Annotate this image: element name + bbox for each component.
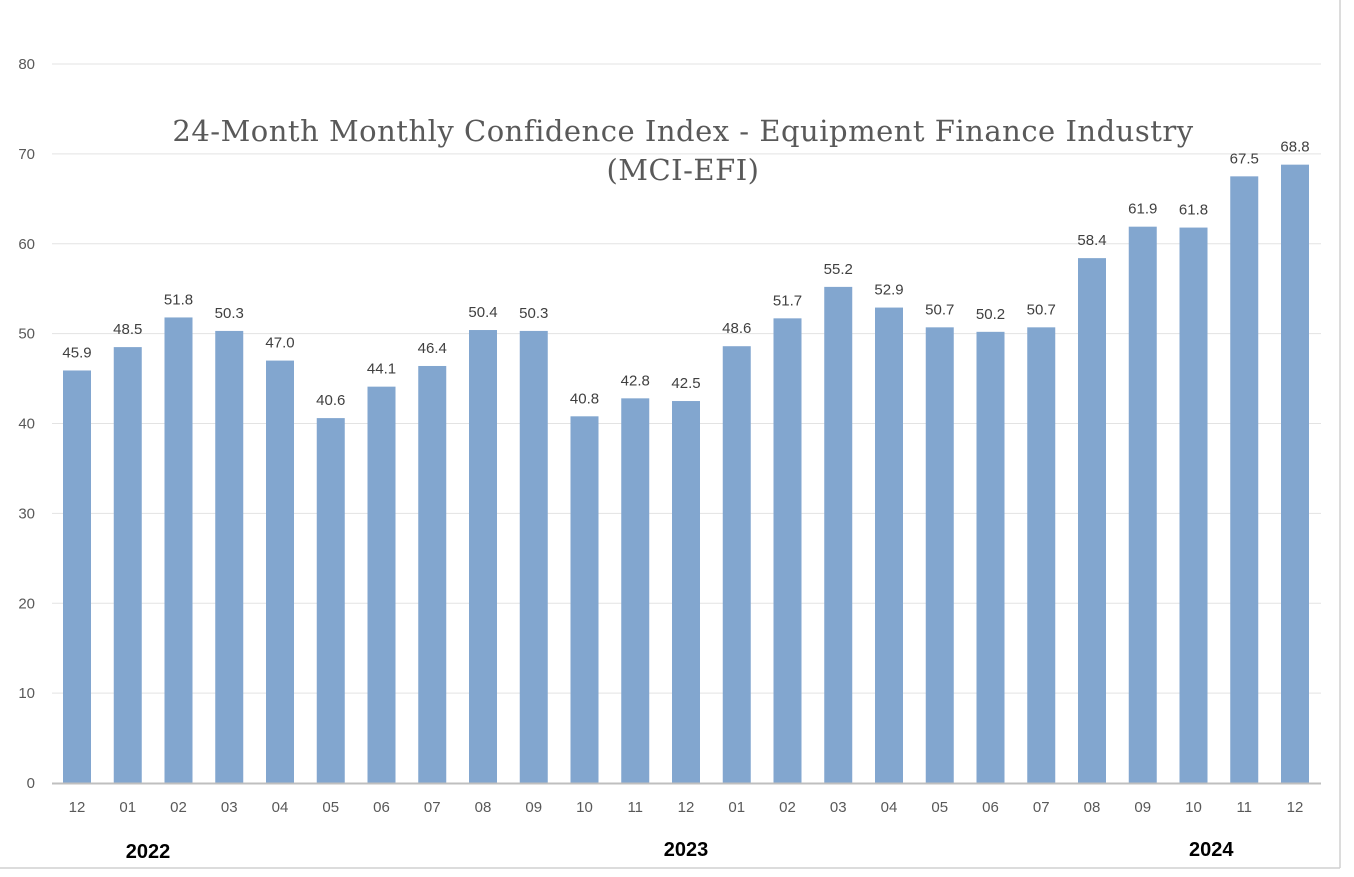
- data-label: 50.7: [1027, 301, 1056, 318]
- x-tick-label: 06: [982, 799, 999, 816]
- bar-11: [621, 398, 650, 783]
- bar-4: [266, 360, 294, 783]
- data-label: 48.5: [113, 321, 142, 338]
- bar-2: [164, 317, 193, 783]
- data-label: 50.7: [925, 301, 954, 318]
- y-tick-label: 10: [18, 685, 35, 702]
- data-label: 42.5: [671, 375, 700, 392]
- data-label: 51.8: [164, 291, 193, 308]
- x-tick-label: 04: [272, 799, 289, 816]
- bar-18: [976, 331, 1005, 783]
- x-tick-label: 12: [1287, 799, 1304, 816]
- x-tick-label: 06: [373, 799, 390, 816]
- x-tick-label: 10: [1185, 799, 1202, 816]
- x-tick-label: 04: [881, 799, 898, 816]
- data-label: 52.9: [874, 282, 903, 299]
- x-tick-label: 01: [728, 799, 745, 816]
- data-label: 46.4: [418, 340, 447, 357]
- bar-19: [1027, 327, 1056, 783]
- bar-24: [1281, 164, 1309, 783]
- bar-15: [824, 286, 853, 783]
- x-tick-label: 08: [1084, 799, 1101, 816]
- chart-title-line-1: 24-Month Monthly Confidence Index - Equi…: [172, 114, 1193, 148]
- x-tick-label: 12: [678, 799, 695, 816]
- bar-22: [1179, 227, 1208, 783]
- data-label: 68.8: [1280, 139, 1309, 156]
- x-tick-label: 10: [576, 799, 593, 816]
- bar-6: [367, 386, 396, 783]
- bar-17: [925, 327, 954, 783]
- x-tick-label: 11: [1236, 799, 1252, 816]
- year-labels: 2022 2023 2024: [126, 839, 1235, 863]
- y-tick-label: 60: [18, 236, 35, 253]
- x-tick-label: 02: [170, 799, 187, 816]
- x-tick-label: 02: [779, 799, 796, 816]
- data-label: 40.8: [570, 390, 599, 407]
- x-tick-label: 05: [931, 799, 948, 816]
- y-tick-label: 50: [18, 326, 35, 343]
- data-label: 50.3: [519, 305, 548, 322]
- x-tick-label: 11: [627, 799, 643, 816]
- x-tick-label: 07: [424, 799, 441, 816]
- bars: [63, 164, 1309, 783]
- data-label: 47.0: [265, 335, 294, 352]
- data-label: 50.2: [976, 306, 1005, 323]
- x-tick-label: 12: [69, 799, 86, 816]
- data-label: 42.8: [621, 372, 650, 389]
- y-tick-label: 70: [18, 146, 35, 163]
- x-axis-ticks: 12 01 02 03 04 05 06 07 08 09 10 11 12 01 02 03 04 05 06 07…: [69, 799, 1304, 816]
- data-label: 50.3: [215, 305, 244, 322]
- data-labels: 45.9 48.5 51.8 50.3 47.0 40.6 44.1 46.4 50.4 50.3…: [62, 139, 1309, 409]
- data-label: 67.5: [1230, 150, 1259, 167]
- x-tick-label: 08: [475, 799, 492, 816]
- bar-3: [215, 330, 244, 783]
- bar-9: [519, 330, 548, 783]
- bar-16: [875, 307, 903, 783]
- bar-7: [418, 365, 447, 783]
- bar-1: [113, 347, 142, 783]
- y-tick-label: 40: [18, 416, 35, 433]
- x-tick-label: 05: [322, 799, 339, 816]
- bar-12: [672, 401, 700, 783]
- bar-8: [469, 330, 497, 783]
- data-label: 40.6: [316, 392, 345, 409]
- y-tick-label: 20: [18, 595, 35, 612]
- x-tick-label: 01: [119, 799, 136, 816]
- bar-23: [1230, 176, 1259, 783]
- x-tick-label: 03: [830, 799, 847, 816]
- bar-20: [1078, 258, 1106, 783]
- y-tick-label: 30: [18, 505, 35, 522]
- bar-21: [1128, 226, 1157, 783]
- data-label: 51.7: [773, 292, 802, 309]
- data-label: 61.8: [1179, 202, 1208, 219]
- x-tick-label: 09: [525, 799, 542, 816]
- year-label: 2022: [126, 841, 171, 863]
- year-label: 2024: [1189, 839, 1234, 861]
- year-label: 2023: [664, 839, 709, 861]
- data-label: 45.9: [62, 344, 91, 361]
- bar-13: [722, 346, 751, 783]
- x-tick-label: 03: [221, 799, 238, 816]
- data-label: 48.6: [722, 320, 751, 337]
- bar-0: [63, 370, 91, 783]
- y-axis-ticks: 0 10 20 30 40 50 60 70 80: [18, 56, 35, 792]
- data-label: 61.9: [1128, 201, 1157, 218]
- chart-title-line-2: (MCI-EFI): [606, 153, 759, 187]
- data-label: 55.2: [824, 261, 853, 278]
- y-tick-label: 80: [18, 56, 35, 73]
- x-tick-label: 09: [1134, 799, 1151, 816]
- data-label: 50.4: [468, 304, 497, 321]
- data-label: 58.4: [1077, 232, 1106, 249]
- bar-14: [773, 318, 802, 783]
- bar-10: [570, 416, 599, 783]
- bar-5: [316, 418, 345, 783]
- data-label: 44.1: [367, 361, 396, 378]
- y-tick-label: 0: [27, 775, 35, 792]
- x-tick-label: 07: [1033, 799, 1050, 816]
